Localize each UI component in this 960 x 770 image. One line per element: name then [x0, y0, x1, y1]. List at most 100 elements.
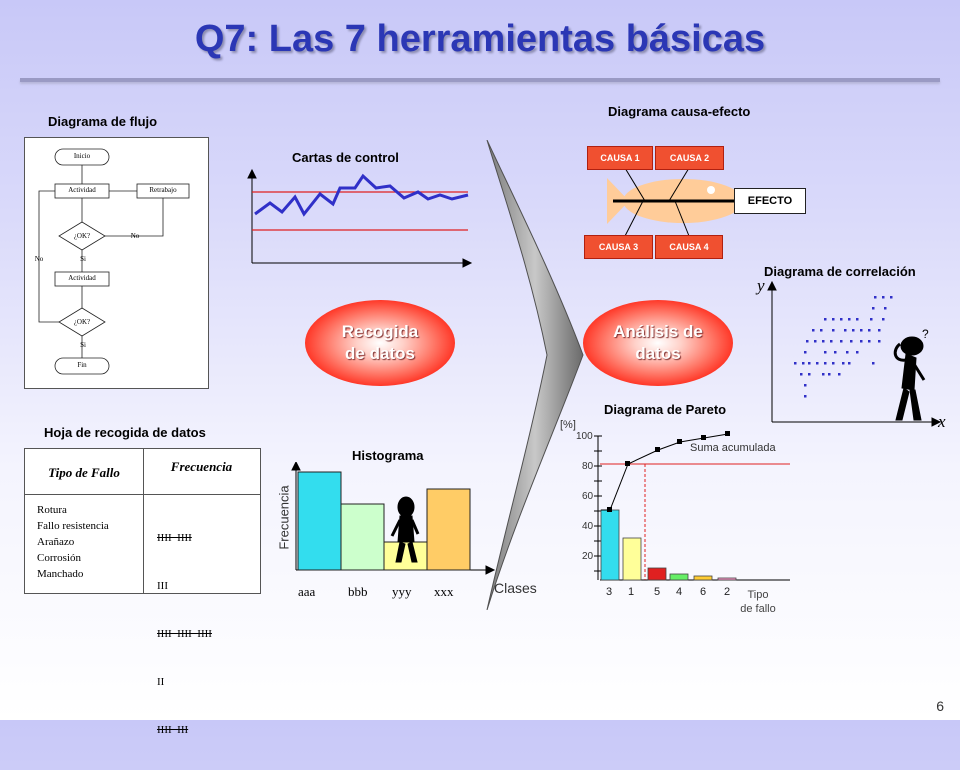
scatter-point [806, 340, 809, 343]
scatter-point [822, 373, 825, 376]
scatter-plot: ? [767, 280, 942, 427]
scatter-point [846, 351, 849, 354]
cause-3-box: CAUSA 3 [584, 235, 653, 259]
tally-fallo-resistencia: III [157, 580, 168, 592]
flowchart-title: Diagrama de flujo [48, 114, 158, 129]
pareto-xlabel: Tipo de fallo [736, 588, 780, 616]
scatter-point [812, 329, 815, 332]
scatter-point [828, 373, 831, 376]
scatter-point [838, 373, 841, 376]
scatter-point [868, 340, 871, 343]
flow-ok-1: ¿OK? [73, 232, 91, 240]
scatter-point [824, 351, 827, 354]
scatter-point [842, 362, 845, 365]
check-sheet-table: Tipo de Fallo Frecuencia Rotura Fallo re… [24, 448, 261, 736]
hist-label-yyy: yyy [392, 584, 412, 599]
scatter-point [804, 351, 807, 354]
correlation-x-label: x [938, 412, 946, 431]
histogram-chart [291, 462, 496, 575]
pareto-bar-5 [647, 567, 667, 581]
pareto-y-axis [594, 435, 602, 580]
hist-label-bbb: bbb [348, 584, 368, 599]
scatter-point [802, 362, 805, 365]
cause-effect-title: Diagrama causa-efecto [608, 104, 751, 119]
flow-si-2: Si [80, 341, 86, 349]
scatter-point [794, 362, 797, 365]
convergence-arrow-icon [486, 140, 584, 610]
flow-actividad-2: Actividad [68, 274, 96, 282]
hist-bar-xxx [426, 488, 471, 571]
scatter-point [822, 340, 825, 343]
flowchart-diagram [38, 148, 190, 375]
effect-box: EFECTO [734, 188, 806, 214]
flow-ok-2: ¿OK? [73, 318, 91, 326]
scatter-point [840, 318, 843, 321]
tipo-aranazo: Arañazo [37, 536, 75, 548]
pareto-ytick-80: 80 [582, 461, 594, 472]
pareto-xtick-4: 4 [676, 586, 683, 598]
check-sheet-col-divider [143, 449, 144, 593]
hist-bar-bbb [340, 503, 385, 571]
flow-inicio: Inicio [73, 152, 91, 160]
scatter-point [824, 318, 827, 321]
scatter-point [814, 340, 817, 343]
hist-label-aaa: aaa [298, 584, 316, 599]
scatter-point [882, 296, 885, 299]
analisis-line1: Análisis de [613, 322, 703, 341]
pareto-xtick-2: 2 [724, 586, 731, 598]
scatter-point [830, 340, 833, 343]
pareto-bar-3 [600, 509, 620, 581]
scatter-point [808, 362, 811, 365]
flow-actividad-1: Actividad [68, 186, 96, 194]
scatter-point [856, 351, 859, 354]
scatter-point [808, 373, 811, 376]
pareto-ytick-60: 60 [582, 491, 594, 502]
histogram-xlabel: Clases [494, 580, 537, 596]
hist-bar-yyy [383, 541, 428, 571]
col-tipo-header: Tipo de Fallo [48, 465, 120, 480]
pareto-bar-1 [622, 537, 642, 581]
scatter-point [878, 340, 881, 343]
flow-retrabajo: Retrabajo [149, 186, 177, 194]
pareto-title: Diagrama de Pareto [604, 402, 727, 417]
tipo-fallo-resistencia: Fallo resistencia [37, 520, 109, 532]
scatter-point [844, 329, 847, 332]
scatter-point [820, 329, 823, 332]
col-frecuencia-header: Frecuencia [170, 459, 233, 474]
histogram-title: Histograma [352, 448, 424, 463]
title-divider [20, 78, 940, 82]
pareto-xtick-6: 6 [700, 586, 707, 598]
control-chart [247, 168, 473, 268]
pareto-ytick-20: 20 [582, 551, 594, 562]
tally-corrosion: II [157, 676, 165, 688]
pareto-bar-4 [669, 573, 689, 581]
tally-manchado: IIII III [157, 724, 189, 736]
pareto-bar-2 [717, 577, 737, 581]
scatter-point [852, 329, 855, 332]
tipo-corrosion: Corrosión [37, 552, 81, 564]
hist-bar-aaa [297, 471, 342, 571]
scatter-point [800, 373, 803, 376]
recogida-line2: de datos [345, 344, 415, 363]
scatter-point [872, 362, 875, 365]
correlation-y-label: y [757, 276, 765, 295]
tally-list: IIII IIII III IIII IIII IIII II IIII III [157, 498, 212, 770]
flow-si-1: Si [80, 255, 86, 263]
standing-figure-icon [390, 496, 420, 563]
pareto-chart [594, 431, 790, 581]
scatter-point [824, 362, 827, 365]
scatter-point [890, 296, 893, 299]
scatter-point [868, 329, 871, 332]
pareto-xtick-1: 1 [628, 586, 635, 598]
scatter-point [870, 318, 873, 321]
flowchart-panel: Inicio Actividad Retrabajo ¿OK? No Si Ac… [24, 137, 209, 389]
page-number: 6 [936, 698, 944, 714]
scatter-point [848, 318, 851, 321]
pareto-cumulative-label: Suma acumulada [690, 442, 776, 454]
pareto-ytick-40: 40 [582, 521, 594, 532]
scatter-point [832, 318, 835, 321]
recogida-line1: Recogida [341, 322, 419, 341]
scatter-point [816, 362, 819, 365]
pareto-xlabel-line2: de fallo [740, 603, 776, 615]
flow-no-1: No [130, 232, 140, 240]
